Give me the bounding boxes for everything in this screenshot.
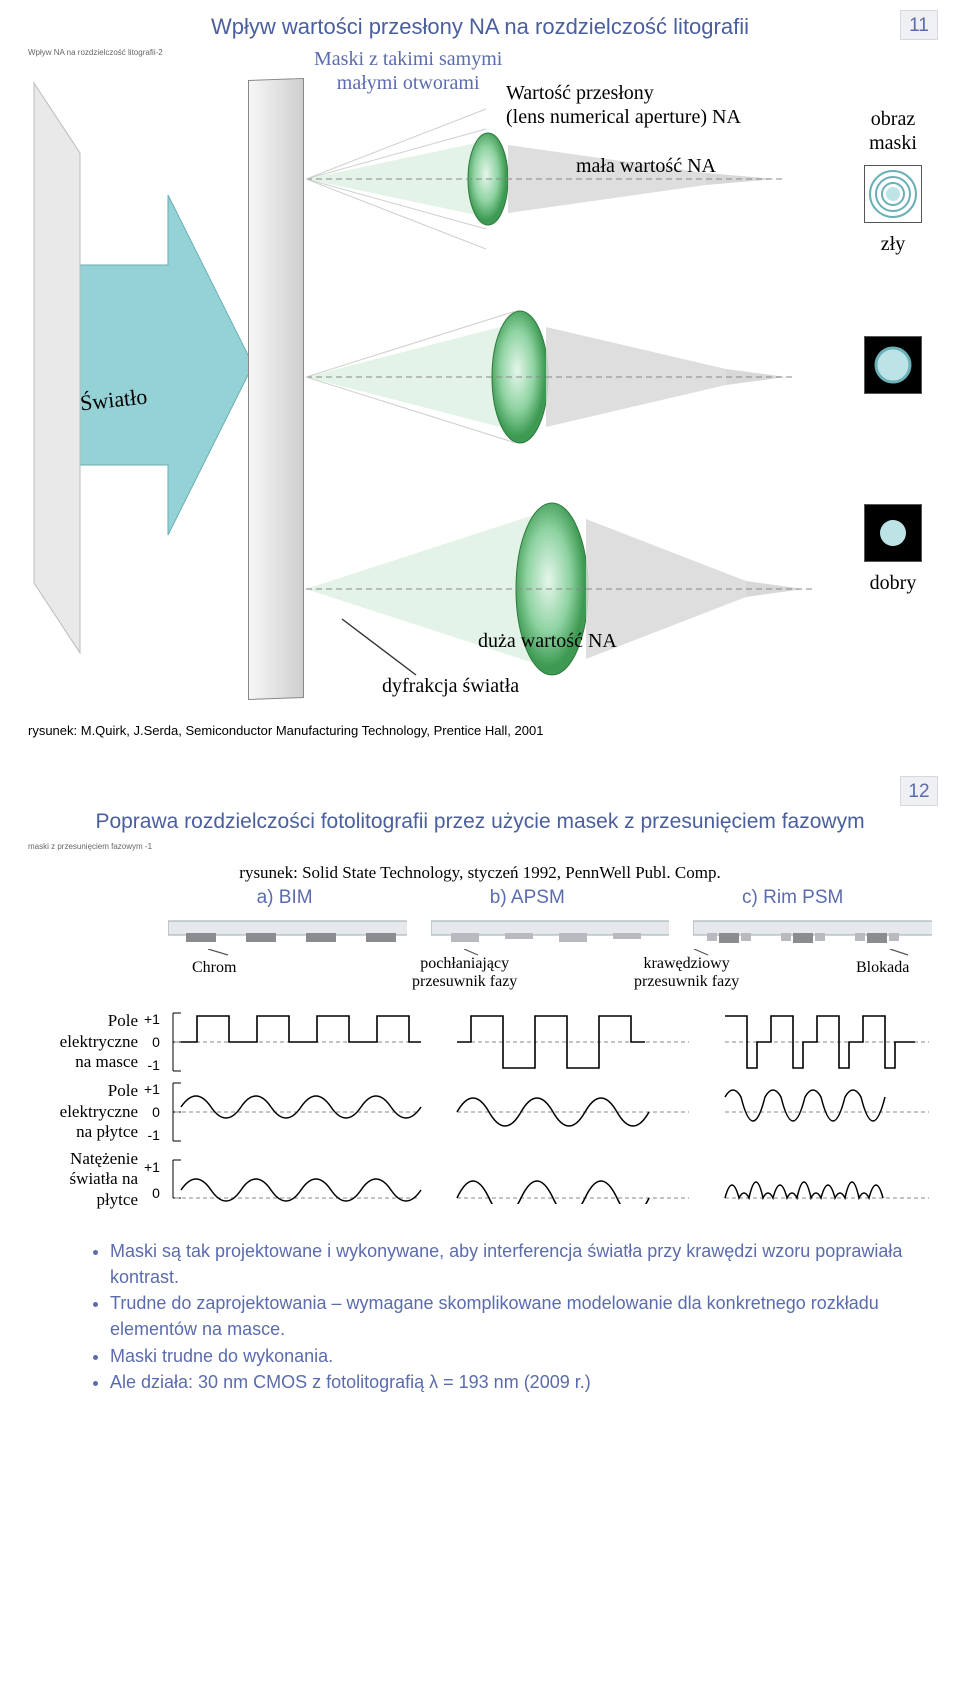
ylabel-intensity: Natężenie światła na płytce bbox=[28, 1149, 138, 1210]
bullet: Maski są tak projektowane i wykonywane, … bbox=[110, 1238, 932, 1290]
ylabel-efield-wafer: Pole elektryczne na płytce bbox=[28, 1081, 138, 1142]
lens-row-med bbox=[306, 287, 866, 467]
slide-2: Poprawa rozdzielczości fotolitografii pr… bbox=[0, 766, 960, 1423]
slide-1: Wpływ wartości przesłony NA na rozdzielc… bbox=[0, 0, 960, 766]
label-large-na: duża wartość NA bbox=[478, 630, 617, 653]
intensity-waves bbox=[169, 1156, 929, 1204]
cap-chrome: Chrom bbox=[192, 959, 236, 977]
mask-rimpsm bbox=[693, 915, 932, 949]
slide1-figure: Światło bbox=[28, 65, 928, 705]
bullet: Ale działa: 30 nm CMOS z fotolitografią … bbox=[110, 1369, 932, 1395]
mask-apsm bbox=[431, 915, 670, 949]
label-small-na: mała wartość NA bbox=[576, 155, 716, 178]
t: -1 bbox=[148, 1127, 160, 1143]
result-column: obraz maski zły dobry bbox=[864, 107, 922, 595]
t: 0 bbox=[152, 1034, 160, 1050]
mask-captions-row: Chrom pochłaniający przesuwnik fazy kraw… bbox=[148, 949, 932, 1005]
t: +1 bbox=[144, 1081, 160, 1097]
slide2-subcaption: rysunek: Solid State Technology, styczeń… bbox=[28, 863, 932, 883]
bullet: Maski trudne do wykonania. bbox=[110, 1343, 932, 1369]
t: 0 bbox=[152, 1104, 160, 1120]
slide2-footnote: maski z przesunięciem fazowym -1 bbox=[28, 842, 932, 851]
bullet: Trudne do zaprojektowania – wymagane sko… bbox=[110, 1290, 932, 1342]
slide2-number: 12 bbox=[900, 776, 938, 806]
column-labels-row: a) BIM b) APSM c) Rim PSM bbox=[28, 887, 932, 909]
label-image-mask: obraz maski bbox=[869, 107, 917, 155]
ylabel-efield-mask: Pole elektryczne na masce bbox=[28, 1011, 138, 1072]
mask-bim bbox=[168, 915, 407, 949]
label-diffraction: dyfrakcja światła bbox=[382, 675, 519, 698]
result-good-icon bbox=[864, 504, 922, 562]
col-a: a) BIM bbox=[257, 887, 313, 909]
cap-block: Blokada bbox=[856, 959, 909, 977]
row-efield-wafer: Pole elektryczne na płytce +1 0 -1 bbox=[28, 1079, 932, 1145]
result-mid-icon bbox=[864, 336, 922, 394]
t: 0 bbox=[152, 1185, 160, 1201]
result-bad-icon bbox=[864, 165, 922, 223]
row-intensity: Natężenie światła na płytce +1 0 bbox=[28, 1149, 932, 1210]
col-c: c) Rim PSM bbox=[742, 887, 843, 909]
label-na-value: Wartość przesłony (lens numerical apertu… bbox=[506, 81, 741, 129]
label-masks-same: Maski z takimi samymi małymi otworami bbox=[314, 47, 502, 95]
cap-absorb: pochłaniający przesuwnik fazy bbox=[412, 955, 517, 991]
slide1-citation: rysunek: M.Quirk, J.Serda, Semiconductor… bbox=[28, 723, 932, 738]
t: -1 bbox=[148, 1057, 160, 1073]
sine-waves bbox=[169, 1079, 929, 1145]
slide2-bullets: Maski są tak projektowane i wykonywane, … bbox=[88, 1238, 932, 1395]
label-good: dobry bbox=[870, 572, 917, 595]
slide2-title: Poprawa rozdzielczości fotolitografii pr… bbox=[28, 810, 932, 834]
t: +1 bbox=[144, 1011, 160, 1027]
cap-edge: krawędziowy przesuwnik fazy bbox=[634, 955, 739, 991]
slide1-number: 11 bbox=[900, 10, 938, 40]
label-bad: zły bbox=[881, 233, 905, 256]
row-efield-mask: Pole elektryczne na masce +1 0 -1 bbox=[28, 1009, 932, 1075]
sq-waves bbox=[169, 1009, 929, 1075]
wall-panels bbox=[28, 73, 88, 693]
mask-strip-row bbox=[28, 915, 932, 949]
slide1-title: Wpływ wartości przesłony NA na rozdzielc… bbox=[28, 14, 932, 40]
col-b: b) APSM bbox=[490, 887, 565, 909]
mask-slab bbox=[248, 78, 304, 700]
t: +1 bbox=[144, 1159, 160, 1175]
